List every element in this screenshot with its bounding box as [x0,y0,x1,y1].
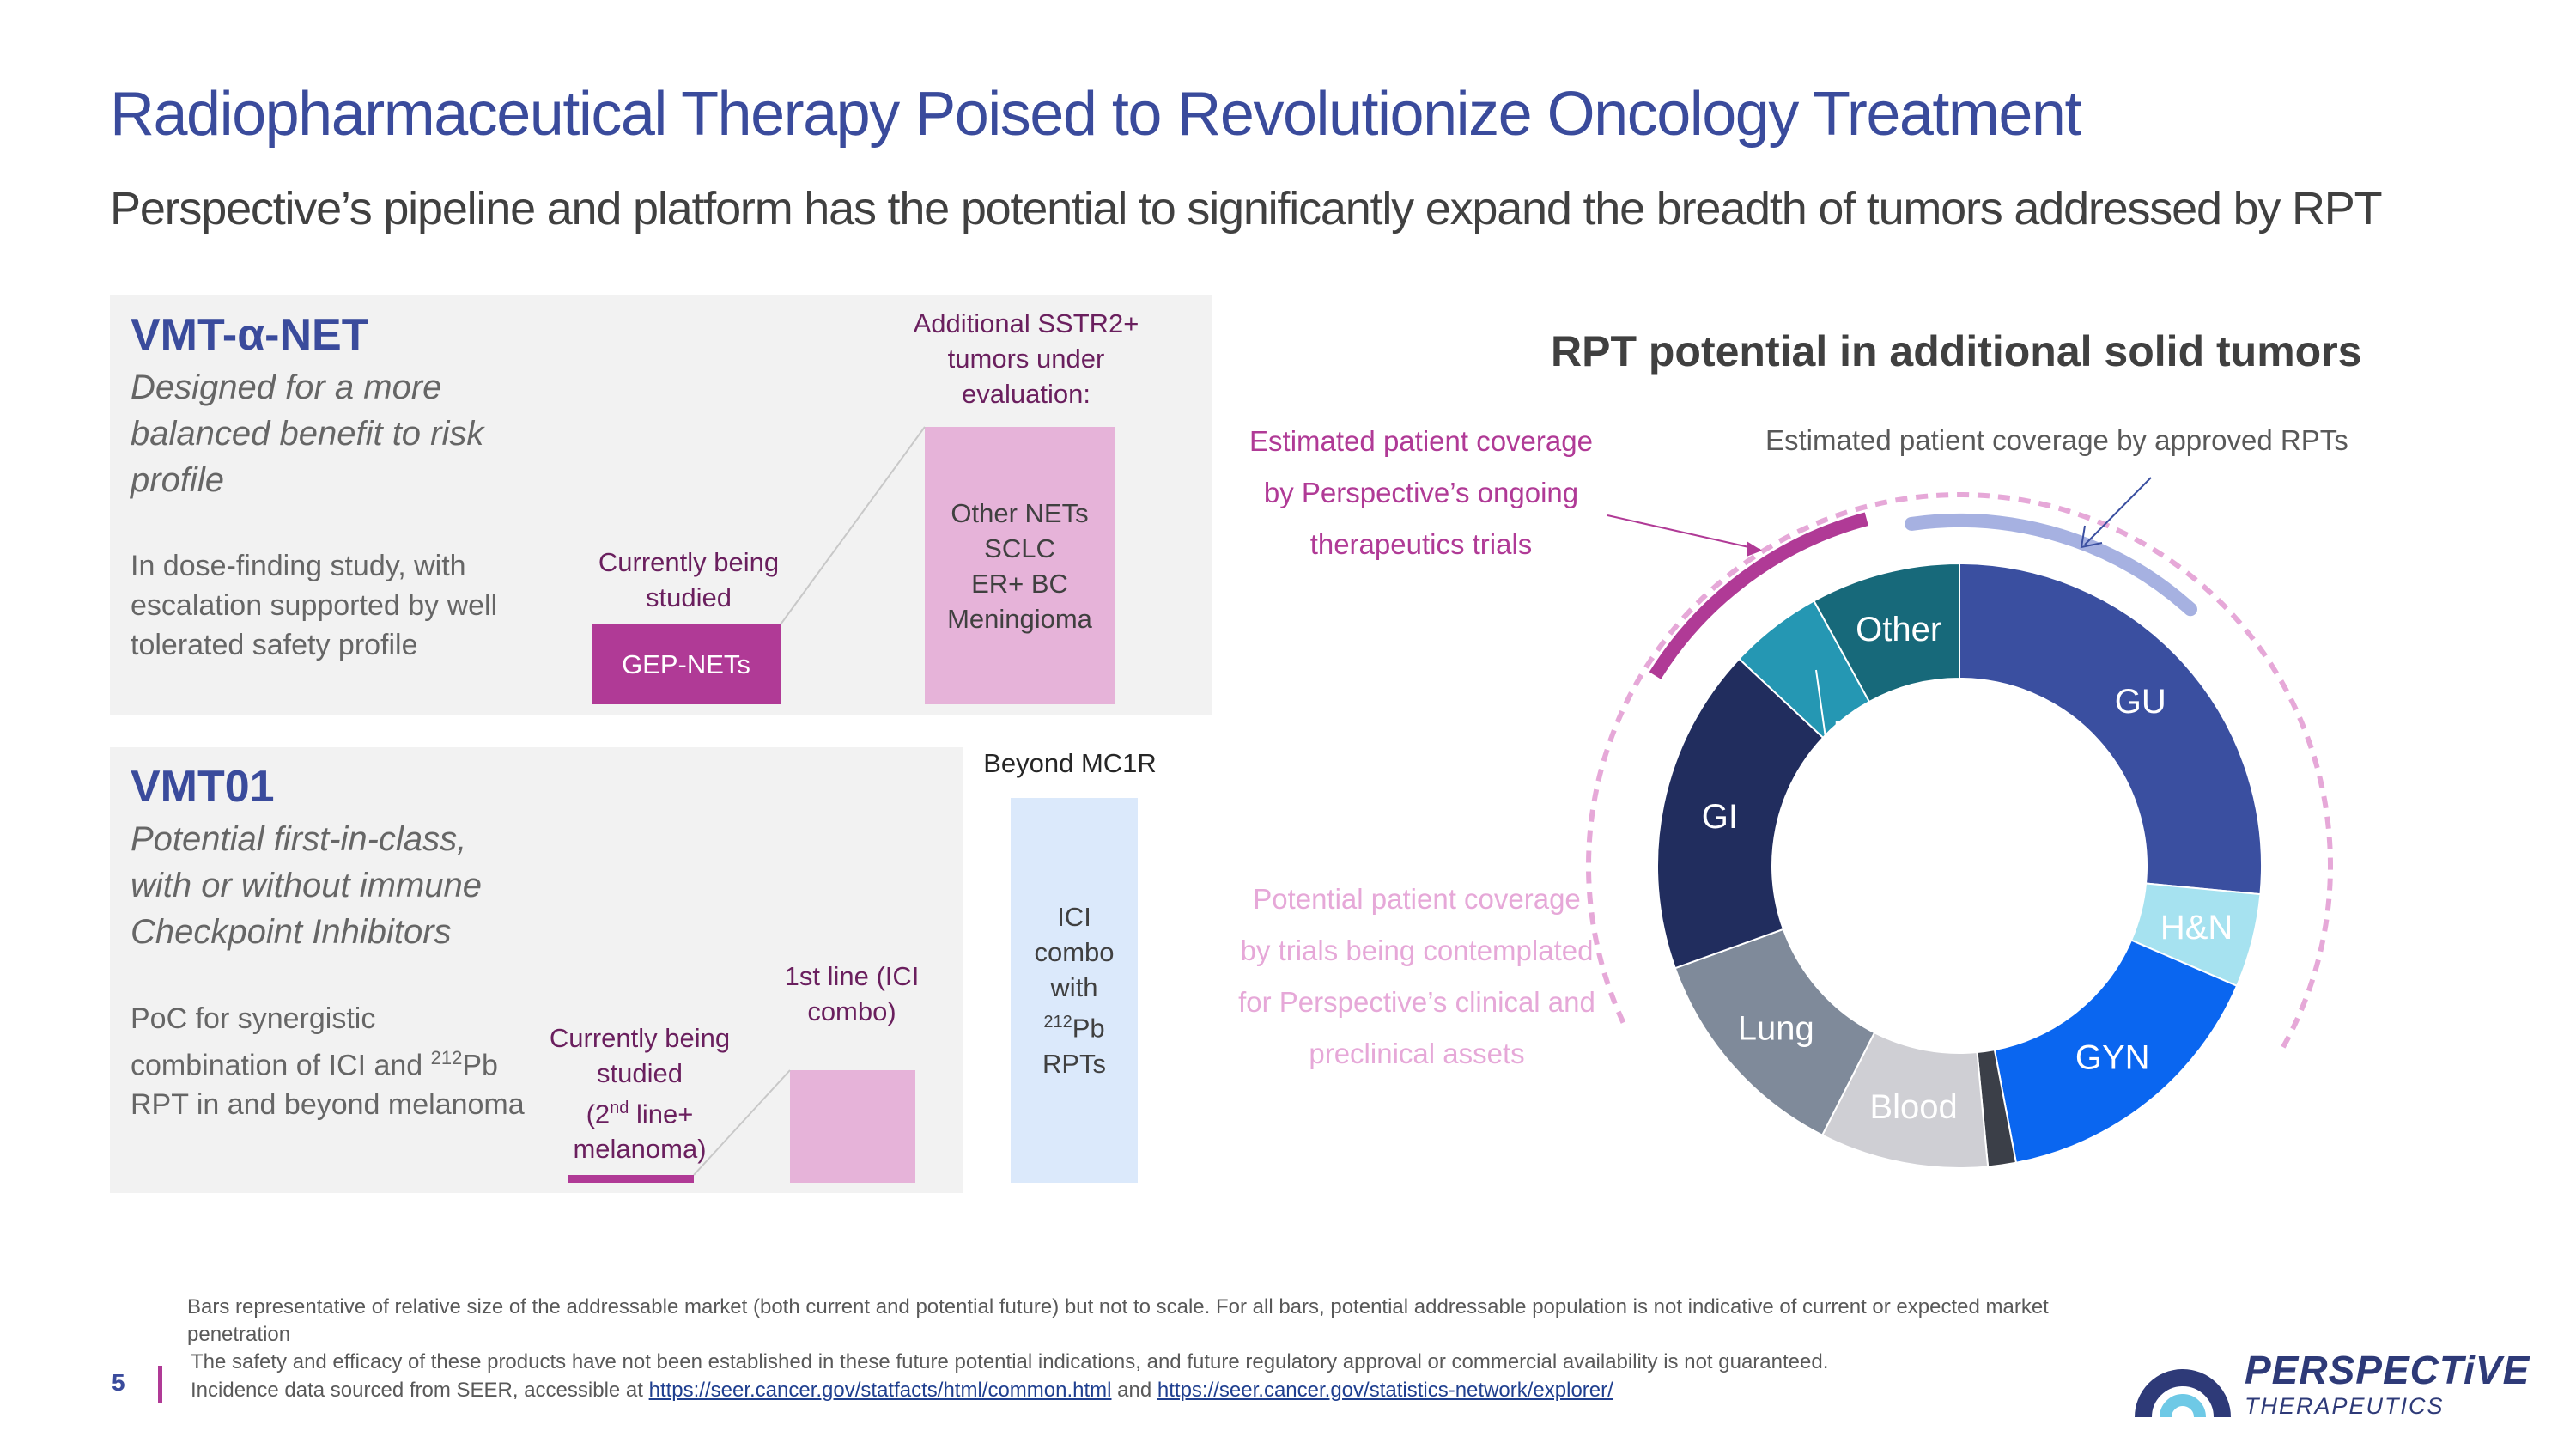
vmt-net-tagline: Designed for a more balanced benefit to … [131,368,484,499]
chart-title: RPT potential in additional solid tumors [1551,327,2362,375]
potential-coverage-annotation: Potential patient coverage by trials bei… [1238,883,1595,1069]
first-line-bar [790,1070,915,1183]
perspective-pointer [1607,514,1761,551]
donut-label-gyn: GYN [2075,1038,2150,1076]
second-line-bar [568,1175,694,1183]
approved-pointer [2084,477,2152,545]
page-number-divider [158,1366,162,1403]
tumor-item: Other NETs [951,497,1089,528]
vmt-net-heading: VMT-α-NET [131,310,369,360]
vmt-net-additional-label: Additional SSTR2+ tumors under evaluatio… [913,308,1139,409]
vmt-net-description: In dose-finding study, with escalation s… [131,550,498,661]
approved-coverage-annotation: Estimated patient coverage by approved R… [1765,424,2348,456]
donut-slice-gu [1959,562,2263,896]
donut-label-melanoma: Melanoma [1833,715,1995,753]
approved-pointer-head [2080,525,2103,549]
logo-subtitle: THERAPEUTICS [2245,1393,2445,1419]
donut-label-gu: GU [2115,683,2166,721]
footnote-market: Bars representative of relative size of … [187,1295,2049,1346]
seer-explorer-link[interactable]: https://seer.cancer.gov/statistics-netwo… [1157,1379,1613,1402]
donut-label-other: Other [1856,611,1941,648]
ici-combo-bar: ICI combo with 212Pb RPTs [1011,798,1138,1183]
footnote-safety: The safety and efficacy of these product… [191,1350,1829,1373]
donut-slice-gi [1656,657,1825,970]
page-number: 5 [112,1369,125,1396]
vmt-net-current-label: Currently being studied [598,547,780,612]
donut-label-h-n: H&N [2160,909,2233,947]
perspective-pointer-head [1747,541,1762,557]
donut-label-blood: Blood [1869,1088,1957,1126]
vmt01-tagline: Potential first-in-class, with or withou… [131,820,483,951]
gep-nets-bar: GEP-NETs [592,624,781,704]
tumor-item: Meningioma [947,603,1092,634]
vmt01-current-label: Currently being studied (2nd line+ melan… [549,1023,731,1165]
perspective-coverage-annotation: Estimated patient coverage by Perspectiv… [1249,425,1593,560]
melanoma-leader [1815,669,1828,751]
beyond-mc1r-label: Beyond MC1R [983,748,1157,778]
tumor-item: ER+ BC [971,568,1068,599]
donut-label-gi: GI [1702,798,1738,836]
melanoma-leader-tail [1826,749,1838,757]
perspective-coverage-arc [1649,512,1868,679]
first-line-label: 1st line (ICI combo) [784,961,920,1026]
footnote-sources: Incidence data sourced from SEER, access… [191,1379,1613,1402]
page-subtitle: Perspective’s pipeline and platform has … [110,183,2383,234]
donut-slice-other [1813,562,1960,703]
donut-label-lung: Lung [1738,1009,1814,1047]
logo-mark-icon [2135,1369,2231,1418]
page-title: Radiopharmaceutical Therapy Poised to Re… [110,80,2081,149]
seer-common-link[interactable]: https://seer.cancer.gov/statfacts/html/c… [648,1379,1112,1402]
approved-coverage-arc [1905,514,2197,617]
vmt01-heading: VMT01 [131,762,275,812]
tumor-item: SCLC [984,533,1055,563]
vmt01-description: PoC for synergistic combination of ICI a… [131,1002,525,1122]
logo-wordmark: PERSPECTiVE [2245,1348,2530,1392]
additional-tumors-bar: Other NETs SCLC ER+ BC Meningioma [925,427,1115,704]
